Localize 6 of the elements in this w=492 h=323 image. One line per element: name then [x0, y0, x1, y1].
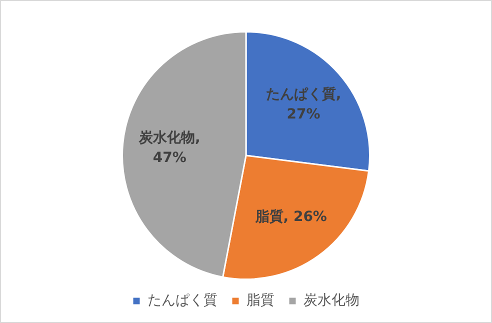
legend-label: たんぱく質: [148, 292, 218, 309]
data-label: たんぱく質, 27%: [266, 85, 342, 122]
data-label: 脂質, 26%: [254, 208, 327, 226]
data-label: 炭水化物, 47%: [138, 130, 200, 166]
legend-label: 炭水化物: [304, 292, 360, 309]
legend-label: 脂質: [246, 292, 274, 309]
